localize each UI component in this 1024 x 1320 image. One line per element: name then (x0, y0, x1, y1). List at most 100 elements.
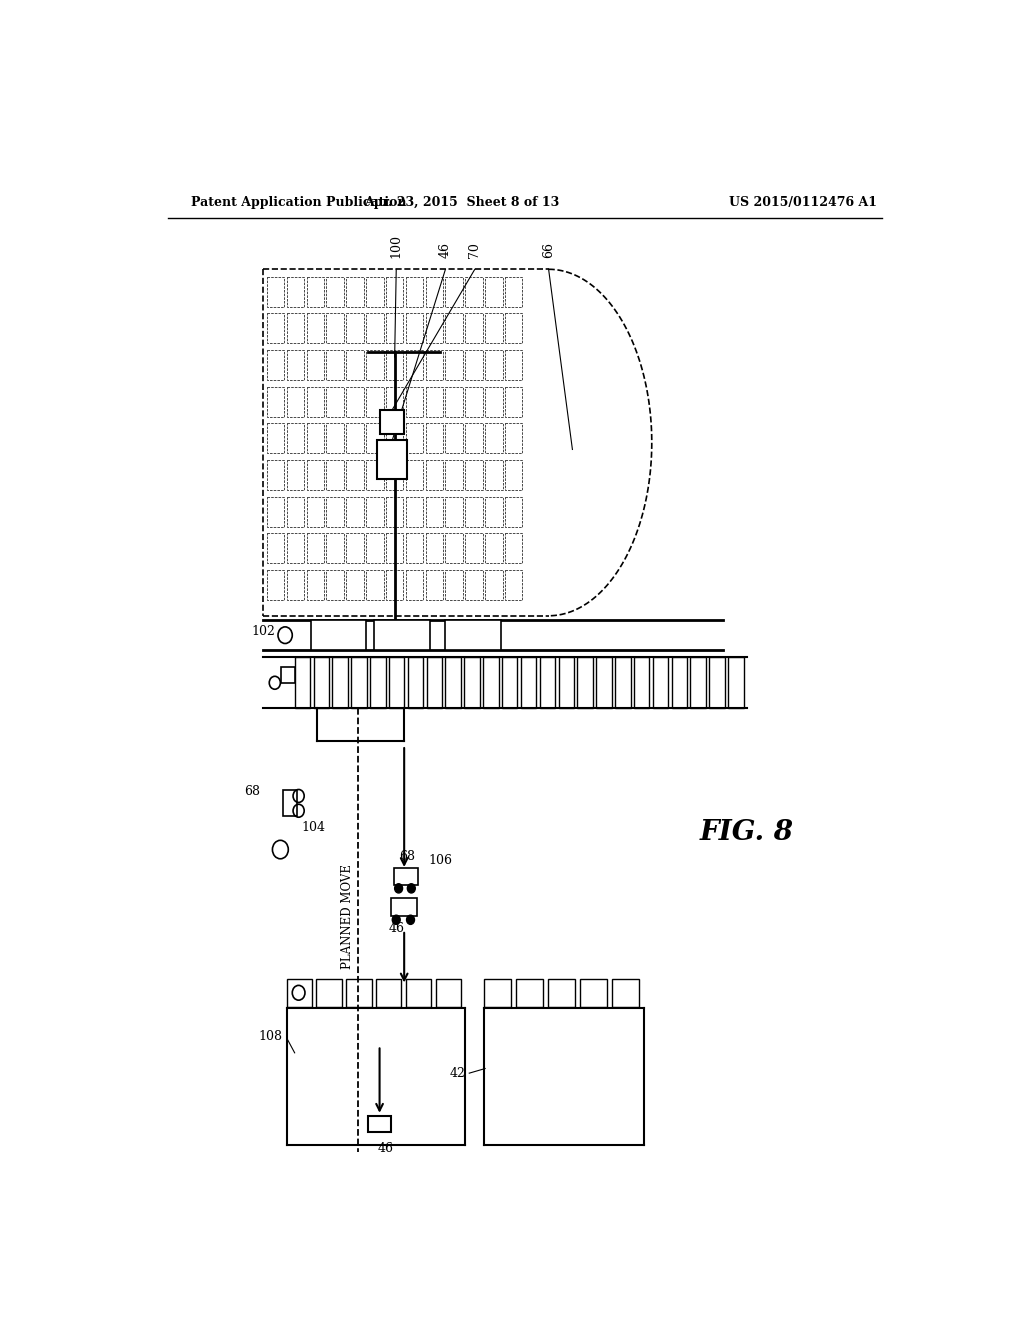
Bar (672, 657, 687, 709)
Bar (445, 620, 501, 649)
Bar (611, 979, 639, 1007)
Bar (634, 657, 649, 709)
Bar (306, 313, 324, 343)
Bar (505, 313, 522, 343)
Bar (445, 424, 463, 453)
Bar (327, 387, 344, 417)
Bar (445, 277, 463, 306)
Bar (267, 459, 285, 490)
Bar (406, 459, 423, 490)
Bar (465, 459, 482, 490)
Bar (368, 1115, 391, 1133)
Bar (310, 620, 367, 649)
Bar (327, 313, 344, 343)
Bar (287, 387, 304, 417)
Bar (406, 277, 423, 306)
Text: 42: 42 (450, 1067, 465, 1080)
Bar (710, 657, 725, 709)
Bar (391, 898, 417, 916)
Bar (267, 533, 285, 564)
Bar (267, 350, 285, 380)
Bar (505, 496, 522, 527)
Bar (426, 459, 443, 490)
Bar (426, 313, 443, 343)
Bar (267, 570, 285, 601)
Text: 106: 106 (428, 854, 452, 867)
Bar (327, 459, 344, 490)
Bar (380, 409, 404, 434)
Bar (367, 459, 384, 490)
Bar (287, 496, 304, 527)
Bar (346, 313, 364, 343)
Bar (346, 459, 364, 490)
Bar (483, 657, 499, 709)
Bar (485, 533, 503, 564)
Bar (502, 657, 517, 709)
Bar (267, 313, 285, 343)
Bar (346, 350, 364, 380)
Text: 46: 46 (378, 1142, 394, 1155)
Bar (367, 424, 384, 453)
Text: US 2015/0112476 A1: US 2015/0112476 A1 (728, 197, 877, 210)
Text: 104: 104 (301, 821, 325, 834)
Bar (483, 979, 511, 1007)
Bar (306, 277, 324, 306)
Bar (406, 313, 423, 343)
Bar (465, 570, 482, 601)
Bar (327, 424, 344, 453)
Bar (505, 387, 522, 417)
Bar (313, 657, 329, 709)
Bar (406, 496, 423, 527)
Bar (283, 791, 297, 816)
Bar (485, 387, 503, 417)
Bar (485, 350, 503, 380)
Text: 100: 100 (390, 234, 402, 259)
Text: 102: 102 (251, 624, 274, 638)
Circle shape (392, 915, 400, 924)
Bar (445, 313, 463, 343)
Bar (505, 533, 522, 564)
Bar (406, 387, 423, 417)
Bar (426, 350, 443, 380)
Bar (287, 459, 304, 490)
Bar (346, 570, 364, 601)
Bar (287, 277, 304, 306)
Bar (426, 424, 443, 453)
Bar (505, 350, 522, 380)
Bar (386, 350, 403, 380)
Bar (367, 387, 384, 417)
Bar (287, 570, 304, 601)
Bar (615, 657, 631, 709)
Bar (578, 657, 593, 709)
Bar (406, 570, 423, 601)
Bar (505, 424, 522, 453)
Bar (445, 496, 463, 527)
Bar (485, 424, 503, 453)
Bar (287, 533, 304, 564)
Bar (346, 424, 364, 453)
Bar (406, 350, 423, 380)
Bar (367, 533, 384, 564)
Bar (548, 979, 574, 1007)
Text: FIG. 8: FIG. 8 (700, 820, 794, 846)
Bar (386, 313, 403, 343)
Text: 68: 68 (245, 785, 260, 797)
Bar (728, 657, 743, 709)
Text: PLANNED MOVE: PLANNED MOVE (341, 863, 354, 969)
Bar (426, 387, 443, 417)
Bar (445, 570, 463, 601)
Bar (306, 496, 324, 527)
Bar (306, 350, 324, 380)
Bar (267, 424, 285, 453)
Bar (426, 277, 443, 306)
Bar (267, 387, 285, 417)
Bar (445, 657, 461, 709)
Bar (445, 350, 463, 380)
Bar (558, 657, 574, 709)
Bar (516, 979, 543, 1007)
Bar (295, 657, 310, 709)
Bar (445, 387, 463, 417)
Bar (596, 657, 611, 709)
Text: 66: 66 (542, 242, 555, 259)
Bar (386, 533, 403, 564)
